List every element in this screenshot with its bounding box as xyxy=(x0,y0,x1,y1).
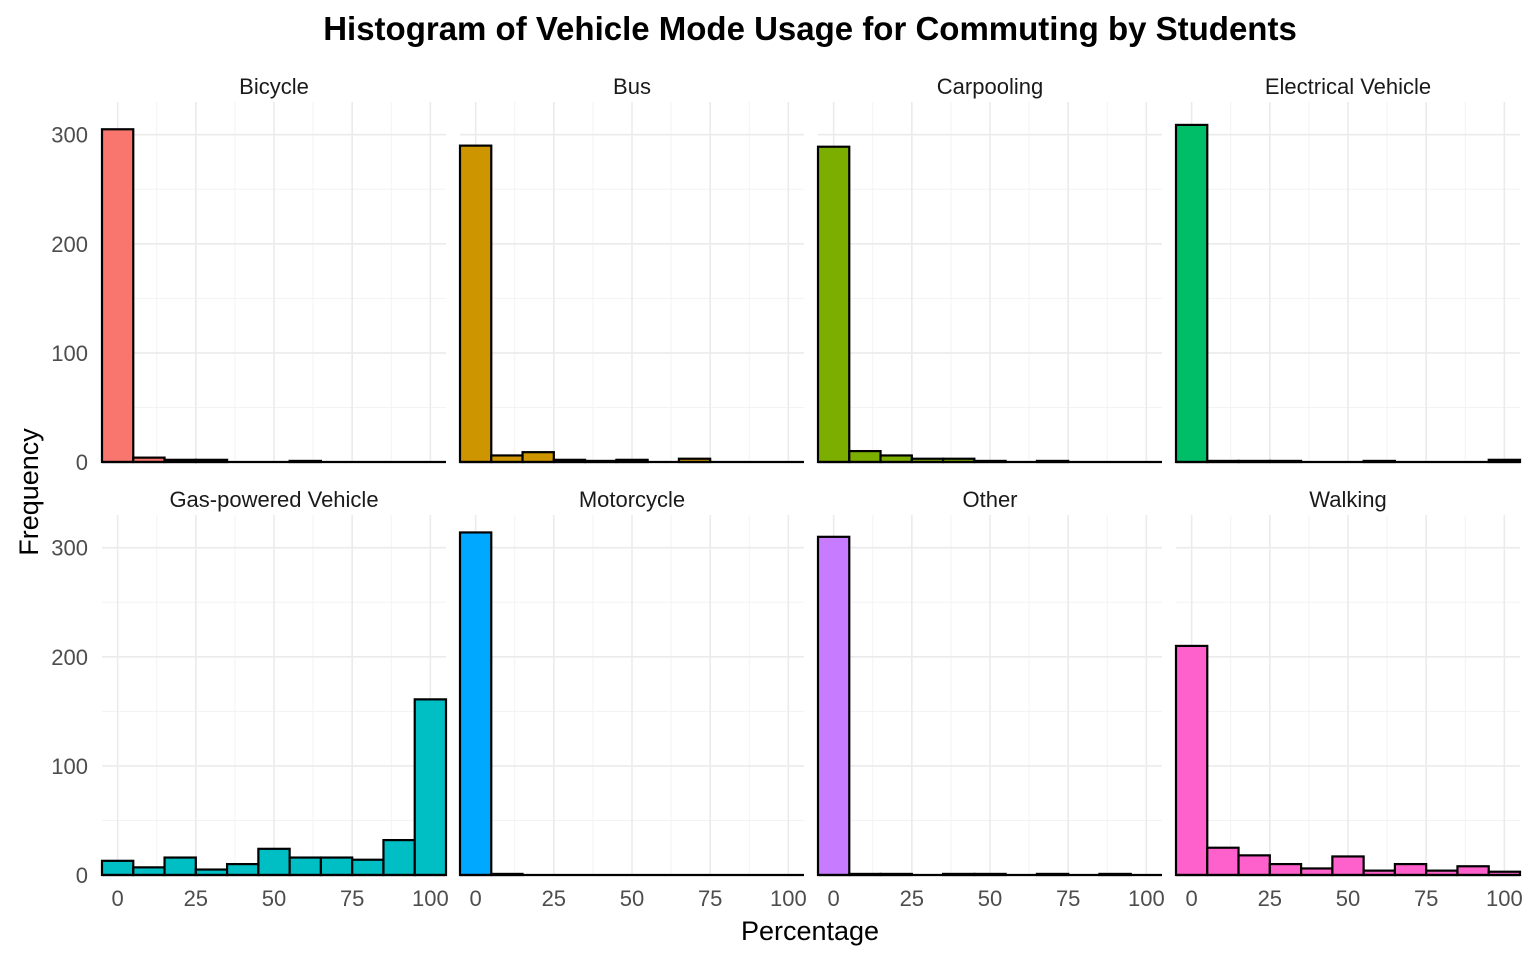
x-tick-label: 100 xyxy=(1128,886,1165,911)
histogram-bar xyxy=(816,535,851,877)
facet-strip-label: Walking xyxy=(1309,487,1386,512)
histogram-bar xyxy=(1237,854,1271,877)
histogram-bar xyxy=(132,866,166,877)
histogram-bar xyxy=(1393,862,1428,877)
facet-panel: Walking 0 25 50 75 100 xyxy=(1174,487,1523,911)
x-tick-label: 75 xyxy=(1056,886,1080,911)
x-tick-label: 50 xyxy=(978,886,1002,911)
y-tick-label: 0 xyxy=(76,863,88,888)
facet-panel: Carpooling xyxy=(816,74,1162,464)
histogram-bar xyxy=(319,856,354,877)
facet-panels: Bicycle 0 100 200 300 Bus Carpooling Electrical… xyxy=(51,74,1522,911)
histogram-bar xyxy=(163,856,197,877)
x-tick-label: 50 xyxy=(1336,886,1360,911)
facet-panel: Bicycle 0 100 200 300 xyxy=(51,74,446,475)
chart-title: Histogram of Vehicle Mode Usage for Comm… xyxy=(323,10,1297,47)
x-tick-label: 100 xyxy=(770,886,807,911)
histogram-bar xyxy=(382,838,416,877)
facet-panel: Other 0 25 50 75 100 xyxy=(816,487,1165,911)
x-tick-label: 0 xyxy=(1186,886,1198,911)
histogram-bar xyxy=(351,858,385,877)
facet-strip-label: Bicycle xyxy=(239,74,309,99)
x-tick-label: 0 xyxy=(470,886,482,911)
histogram-bar xyxy=(816,145,851,464)
histogram-bar xyxy=(1331,855,1365,877)
y-tick-label: 200 xyxy=(51,232,88,257)
histogram-bar xyxy=(1456,865,1490,877)
histogram-bar xyxy=(1206,846,1240,877)
facet-strip-label: Bus xyxy=(613,74,651,99)
y-tick-label: 100 xyxy=(51,754,88,779)
histogram-bar xyxy=(1268,862,1303,877)
y-axis-label: Frequency xyxy=(14,428,44,556)
facet-panel: Electrical Vehicle xyxy=(1174,74,1522,464)
histogram-bar xyxy=(413,698,448,877)
x-tick-label: 25 xyxy=(900,886,924,911)
x-tick-label: 0 xyxy=(828,886,840,911)
histogram-bar xyxy=(458,531,493,877)
x-axis-label: Percentage xyxy=(741,916,879,946)
x-tick-label: 100 xyxy=(1486,886,1523,911)
x-tick-label: 75 xyxy=(340,886,364,911)
y-tick-label: 0 xyxy=(76,450,88,475)
facet-strip-label: Motorcycle xyxy=(579,487,685,512)
x-tick-label: 50 xyxy=(262,886,286,911)
x-tick-label: 25 xyxy=(184,886,208,911)
y-tick-label: 300 xyxy=(51,536,88,561)
x-tick-label: 75 xyxy=(1414,886,1438,911)
histogram-bar xyxy=(257,847,291,877)
histogram-bar xyxy=(1174,123,1209,464)
x-tick-label: 100 xyxy=(412,886,449,911)
histogram-bar xyxy=(100,859,135,877)
facet-panel: Motorcycle 0 25 50 75 100 xyxy=(458,487,807,911)
histogram-bar xyxy=(848,449,882,464)
facet-strip-label: Electrical Vehicle xyxy=(1265,74,1431,99)
facet-strip-label: Carpooling xyxy=(937,74,1043,99)
histogram-bar xyxy=(1174,644,1209,877)
facet-panel: Gas-powered Vehicle 0 100 200 300 0 25 50 75 100 xyxy=(51,487,448,911)
facet-panel: Bus xyxy=(458,74,804,464)
x-tick-label: 75 xyxy=(698,886,722,911)
y-tick-label: 200 xyxy=(51,645,88,670)
x-tick-label: 0 xyxy=(112,886,124,911)
x-tick-label: 50 xyxy=(620,886,644,911)
histogram-bar xyxy=(225,862,260,877)
y-tick-label: 300 xyxy=(51,123,88,148)
y-tick-label: 100 xyxy=(51,341,88,366)
histogram-bar xyxy=(458,144,493,464)
x-tick-label: 25 xyxy=(1258,886,1282,911)
facet-strip-label: Gas-powered Vehicle xyxy=(169,487,378,512)
histogram-bar xyxy=(521,451,555,464)
x-tick-label: 25 xyxy=(542,886,566,911)
histogram-bar xyxy=(288,856,323,877)
facet-strip-label: Other xyxy=(962,487,1017,512)
histogram-bar xyxy=(100,128,135,464)
